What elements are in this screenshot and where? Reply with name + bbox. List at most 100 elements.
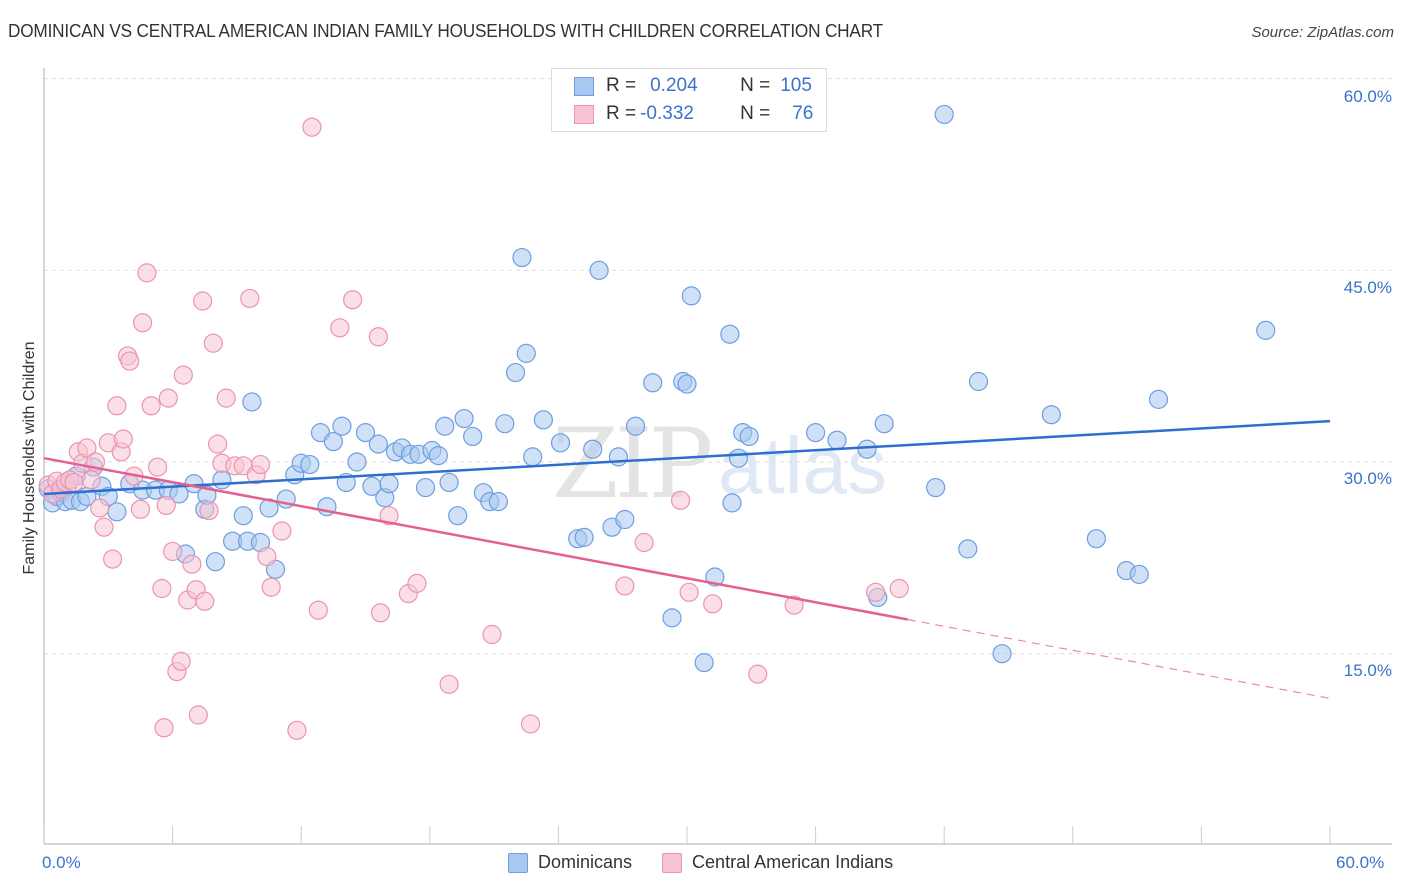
central-american-indian-point: [203, 333, 223, 353]
y-tick-label-30: 30.0%: [1343, 469, 1392, 488]
central-american-indian-point: [257, 546, 277, 567]
central-american-indian-point: [889, 578, 909, 599]
central-american-indian-point: [784, 595, 804, 615]
central-american-indian-point: [152, 578, 172, 599]
dominican-point: [332, 416, 352, 436]
legend-row-dominicans: R = 0.204 N = 105: [574, 74, 812, 98]
central-american-indian-point: [302, 117, 322, 137]
dominican-point: [643, 373, 663, 393]
dominican-point: [1129, 564, 1149, 585]
central-american-indian-point: [193, 291, 213, 311]
dominican-point: [722, 493, 742, 513]
central-american-indian-point: [113, 429, 133, 449]
n-value: 105: [780, 75, 812, 96]
r-value: -0.332: [640, 103, 694, 124]
y-tick-label-15: 15.0%: [1343, 661, 1392, 680]
central-american-indian-point: [102, 549, 123, 569]
dominican-point: [512, 247, 532, 268]
legend-item-dominicans[interactable]: Dominicans: [508, 852, 632, 873]
dominican-point: [463, 426, 483, 447]
central-american-indian-point: [287, 720, 307, 740]
central-american-indian-point: [343, 290, 363, 310]
central-american-indian-point: [439, 674, 459, 694]
central-american-indian-point: [615, 576, 635, 596]
dominican-point: [368, 434, 388, 454]
dominican-point: [233, 506, 253, 526]
central-american-indian-point: [216, 388, 236, 408]
central-american-indian-point: [199, 500, 219, 521]
y-axis-label: Family Households with Children: [21, 341, 38, 575]
dominican-point: [523, 447, 543, 467]
dominican-point: [874, 414, 894, 434]
dominican-point: [323, 431, 343, 452]
central-american-indian-point: [308, 600, 328, 620]
central-american-indian-point: [240, 288, 260, 309]
central-american-indians-trend-line: [43, 456, 908, 621]
stats-legend: R = 0.204 N = 105 R = -0.332 N = 76: [551, 68, 827, 132]
central-american-indian-point: [370, 603, 391, 623]
dominican-point: [857, 439, 877, 459]
central-american-indian-point: [208, 434, 228, 454]
legend-swatch-central-american-indians: [574, 104, 594, 124]
dominican-point: [1041, 405, 1061, 425]
central-american-indian-point: [156, 495, 176, 516]
dominican-point: [574, 527, 594, 547]
dominican-point: [958, 539, 978, 559]
dominican-point: [300, 454, 320, 475]
central-american-indian-point: [520, 714, 541, 734]
central-american-indians-trend-extension: [907, 618, 1331, 699]
dominican-point: [439, 472, 459, 493]
central-american-indian-point: [670, 490, 691, 510]
dominican-point: [379, 474, 399, 494]
dominican-point: [1148, 389, 1169, 409]
central-american-indian-point: [866, 582, 886, 602]
dominican-point: [488, 492, 508, 512]
r-label: R =: [606, 103, 637, 124]
dominican-point: [934, 104, 954, 125]
central-american-indian-point: [748, 664, 768, 684]
central-american-indian-point: [154, 718, 174, 738]
x-tick-label-max: 60.0%: [1336, 853, 1385, 872]
central-american-indian-point: [272, 521, 292, 541]
central-american-indian-point: [679, 582, 699, 602]
dominicans-trend-line: [43, 419, 1331, 496]
dominican-point: [169, 484, 189, 504]
central-american-indian-point: [77, 438, 97, 458]
dominican-point: [550, 433, 571, 453]
dominican-point: [242, 392, 262, 412]
dominican-point: [347, 452, 367, 472]
central-american-indian-point: [94, 517, 114, 537]
dominican-point: [107, 502, 127, 522]
dominican-point: [728, 448, 749, 468]
central-american-indian-point: [407, 573, 427, 593]
central-american-indian-point: [158, 388, 178, 408]
dominican-point: [968, 371, 989, 392]
central-american-indian-point: [90, 498, 110, 518]
dominican-point: [454, 408, 474, 429]
central-american-indian-point: [188, 705, 208, 725]
dominican-point: [625, 416, 646, 436]
dominican-point: [533, 410, 553, 430]
dominican-point: [720, 324, 740, 344]
r-value: 0.204: [650, 75, 698, 96]
dominican-point: [589, 260, 609, 280]
central-american-indian-point: [482, 624, 502, 645]
central-american-indian-point: [137, 263, 157, 283]
dominican-point: [1086, 529, 1106, 549]
dominican-point: [355, 423, 376, 443]
central-american-indian-point: [81, 470, 101, 490]
central-american-indian-point: [330, 318, 350, 338]
dominican-point: [505, 362, 526, 383]
chart-title: DOMINICAN VS CENTRAL AMERICAN INDIAN FAM…: [8, 20, 883, 41]
central-american-indian-point: [261, 577, 281, 597]
legend-row-central-american-indians: R = -0.332 N = 76: [574, 102, 813, 126]
central-american-indian-point: [171, 651, 191, 671]
dominican-point: [1256, 320, 1276, 340]
dominican-point: [694, 653, 714, 673]
dominican-point: [677, 374, 697, 394]
legend-item-central-american-indians[interactable]: Central American Indians: [662, 852, 893, 873]
central-american-indian-point: [147, 457, 168, 477]
central-american-indian-point: [182, 554, 202, 574]
central-american-indian-point: [368, 327, 388, 347]
